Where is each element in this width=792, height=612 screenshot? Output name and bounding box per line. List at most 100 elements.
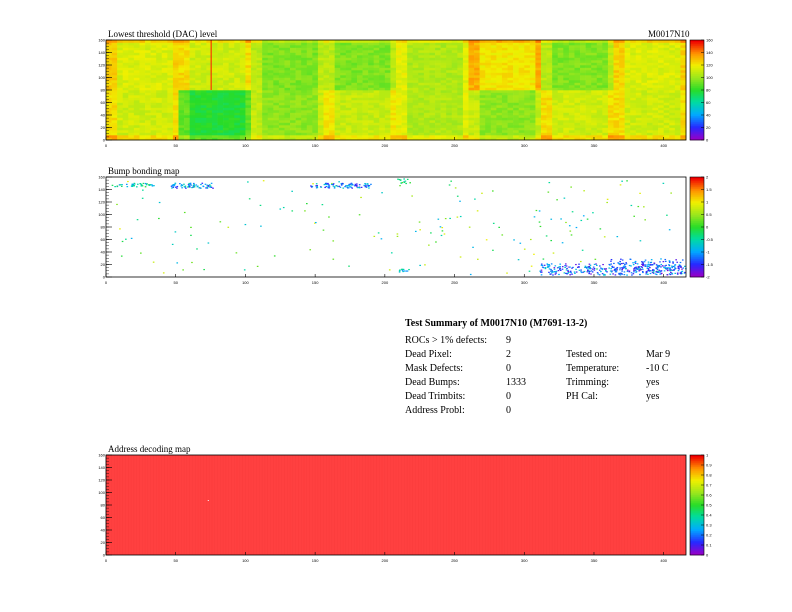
threshold-cell	[251, 45, 257, 48]
threshold-cell	[345, 110, 352, 113]
threshold-cell	[262, 90, 269, 93]
threshold-cell	[312, 47, 319, 51]
threshold-cell	[423, 55, 430, 58]
threshold-cell	[295, 120, 302, 123]
threshold-cell	[390, 62, 397, 66]
threshold-cell	[591, 92, 598, 96]
threshold-cell	[122, 115, 129, 118]
threshold-cell	[496, 120, 503, 123]
threshold-cell	[323, 82, 330, 86]
threshold-cell	[206, 117, 213, 121]
threshold-cell	[501, 117, 508, 121]
bump-point	[332, 183, 335, 185]
threshold-cell	[228, 70, 235, 73]
bump-point	[645, 273, 647, 275]
palette-cell	[690, 54, 704, 57]
threshold-cell	[156, 117, 163, 121]
threshold-cell	[535, 50, 542, 53]
threshold-cell	[468, 60, 475, 63]
threshold-cell	[245, 67, 252, 71]
threshold-cell	[145, 92, 151, 96]
threshold-cell	[658, 115, 664, 118]
threshold-cell	[479, 42, 486, 46]
threshold-cell	[591, 85, 598, 88]
threshold-cell	[619, 57, 625, 61]
threshold-cell	[317, 55, 324, 58]
threshold-cell	[167, 47, 174, 51]
threshold-cell	[133, 85, 140, 88]
threshold-cell	[451, 47, 458, 51]
bump-point	[561, 266, 564, 268]
threshold-cell	[401, 122, 408, 126]
threshold-cell	[563, 57, 570, 61]
threshold-cell	[613, 45, 620, 48]
y-tick-label: 20	[101, 125, 106, 130]
threshold-cell	[379, 77, 386, 81]
threshold-cell	[580, 65, 586, 68]
threshold-cell	[485, 137, 492, 141]
threshold-cell	[301, 137, 308, 141]
threshold-cell	[407, 70, 414, 73]
bump-point	[550, 239, 553, 242]
threshold-cell	[568, 62, 575, 66]
bump-point	[637, 266, 640, 268]
threshold-cell	[290, 135, 296, 138]
threshold-cell	[680, 137, 687, 141]
threshold-cell	[234, 92, 241, 96]
threshold-cell	[161, 130, 168, 133]
threshold-cell	[474, 115, 480, 118]
threshold-cell	[440, 57, 447, 61]
threshold-cell	[128, 122, 135, 126]
bump-point	[605, 270, 607, 272]
threshold-cell	[273, 132, 280, 136]
threshold-cell	[117, 112, 124, 116]
threshold-cell	[619, 130, 625, 133]
threshold-cell	[122, 97, 129, 101]
bump-point	[585, 266, 587, 268]
threshold-cell	[278, 77, 285, 81]
threshold-cell	[223, 115, 229, 118]
threshold-cell	[680, 65, 687, 68]
threshold-cell	[323, 57, 330, 61]
bump-point	[350, 182, 353, 184]
threshold-cell	[524, 132, 531, 136]
threshold-cell	[552, 70, 559, 73]
threshold-cell	[535, 127, 542, 131]
threshold-cell	[462, 70, 469, 73]
threshold-cell	[557, 105, 564, 108]
threshold-cell	[507, 70, 514, 73]
threshold-cell	[674, 57, 681, 61]
threshold-cell	[206, 82, 213, 86]
threshold-cell	[251, 47, 257, 51]
threshold-cell	[557, 60, 564, 63]
threshold-cell	[524, 137, 531, 141]
bump-point	[548, 271, 550, 273]
threshold-cell	[239, 122, 246, 126]
threshold-cell	[451, 125, 458, 128]
threshold-cell	[429, 67, 436, 71]
threshold-cell	[646, 100, 653, 103]
threshold-cell	[156, 105, 163, 108]
threshold-cell	[596, 122, 603, 126]
bump-point	[598, 274, 601, 276]
threshold-cell	[150, 52, 157, 56]
threshold-cell	[490, 50, 497, 53]
threshold-cell	[273, 60, 280, 63]
threshold-cell	[228, 87, 235, 91]
threshold-cell	[362, 52, 369, 56]
threshold-cell	[239, 72, 246, 76]
threshold-cell	[440, 95, 447, 98]
threshold-cell	[635, 115, 642, 118]
threshold-cell	[362, 77, 369, 81]
threshold-cell	[334, 132, 341, 136]
threshold-cell	[373, 117, 380, 121]
threshold-cell	[234, 125, 241, 128]
threshold-cell	[630, 125, 637, 128]
threshold-cell	[451, 102, 458, 106]
threshold-cell	[251, 62, 257, 66]
threshold-cell	[652, 55, 659, 58]
threshold-cell	[356, 115, 363, 118]
threshold-cell	[680, 50, 687, 53]
threshold-cell	[150, 117, 157, 121]
threshold-cell	[462, 72, 469, 76]
